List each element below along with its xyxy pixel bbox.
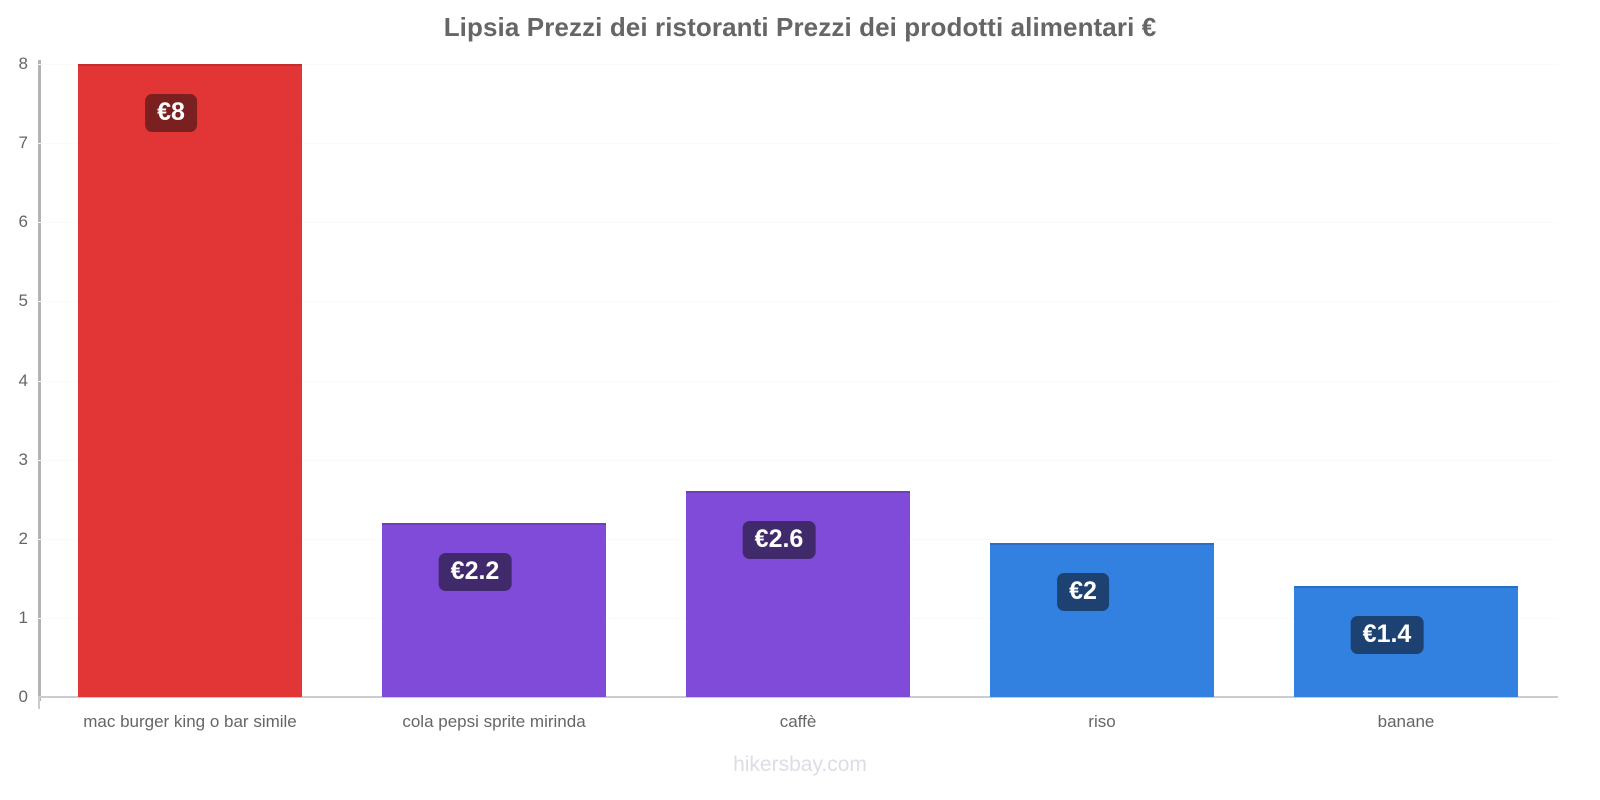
plot-area: €8 €2.2 €2.6 €2 €1.4: [38, 64, 1558, 697]
y-axis-tick-label: 5: [18, 291, 28, 311]
x-axis-category-label: banane: [1377, 712, 1435, 731]
bars-layer: €8 €2.2 €2.6 €2 €1.4: [38, 64, 1558, 697]
y-axis-tick-label: 0: [18, 687, 28, 706]
bar-value-label: €2: [1057, 572, 1109, 611]
bar[interactable]: [990, 542, 1214, 697]
x-axis-line: [38, 696, 1558, 698]
y-axis-tick-label: 3: [18, 449, 28, 469]
y-axis-tick-label: 1: [18, 607, 28, 627]
y-axis-tick-label: 2: [18, 528, 28, 548]
bar-value-label: €8: [145, 94, 197, 132]
y-axis-tick-label: 7: [18, 133, 28, 153]
bar[interactable]: [78, 64, 302, 697]
footer-watermark: hikersbay.com: [733, 753, 867, 776]
x-axis-category-label: riso: [1088, 712, 1116, 731]
y-axis-tick-labels: 0 1 2 3 4 5 6 7 8: [0, 0, 30, 800]
bar-value-label: €1.4: [1350, 616, 1424, 655]
x-axis-category-label: mac burger king o bar simile: [83, 712, 297, 731]
y-axis-tick-label: 8: [18, 54, 28, 73]
x-axis-origin-tick: [38, 696, 40, 709]
y-axis-tick-label: 4: [18, 370, 28, 390]
y-axis-tick-label: 6: [18, 212, 28, 232]
x-axis-category-label: cola pepsi sprite mirinda: [402, 712, 586, 731]
x-axis-category-labels: mac burger king o bar simile cola pepsi s…: [38, 712, 1558, 742]
chart-title: Lipsia Prezzi dei ristoranti Prezzi dei …: [443, 12, 1157, 42]
x-axis-category-label: caffè: [779, 712, 817, 731]
bar-value-label: €2.2: [438, 552, 512, 591]
bar[interactable]: [382, 522, 606, 697]
bar-value-label: €2.6: [742, 521, 816, 560]
